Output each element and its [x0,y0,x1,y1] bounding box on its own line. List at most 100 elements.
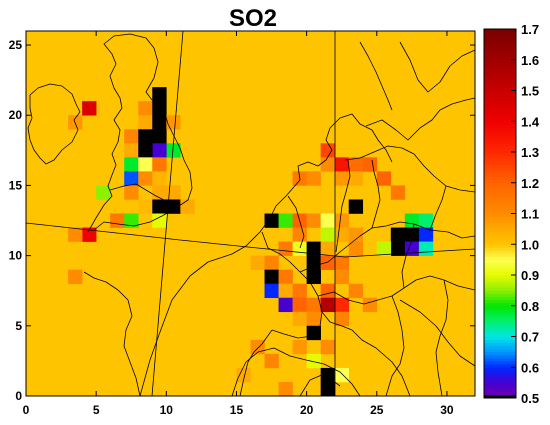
colorbar-segment [484,228,516,233]
heatmap-cell [82,227,97,242]
heatmap-cell [138,129,153,144]
heatmap-cell [306,297,321,313]
heatmap-cell [306,269,321,284]
colorbar-segment [484,321,516,325]
colorbar-segment [484,170,516,174]
heatmap-cell [320,213,335,228]
colorbar-segment [484,268,516,273]
heatmap-cell [292,311,307,327]
colorbar-segment [484,198,516,202]
map-outline [83,271,129,301]
colorbar-tick-label: 0.7 [521,330,539,345]
colorbar-segment [484,50,516,54]
colorbar-segment [484,152,516,156]
heatmap-cell [278,269,293,284]
heatmap-cell [138,157,153,172]
colorbar-segment [484,47,516,51]
colorbar-segment [484,262,516,267]
colorbar-segment [484,216,516,221]
map-outline [351,329,411,397]
heatmap-cell [250,339,265,355]
colorbar-segment [484,278,516,282]
colorbar-segment [484,250,516,254]
map-outline [321,311,353,331]
colorbar-segment [484,367,516,371]
y-tick-label: 15 [9,178,23,192]
heatmap-cell [138,115,153,130]
colorbar-segment [484,164,516,168]
colorbar-segment [484,182,516,187]
colorbar-segment [484,364,516,368]
heatmap-cell [320,157,335,172]
heatmap-cell [292,241,307,256]
colorbar-segment [484,293,516,297]
heatmap-cell [390,227,406,242]
colorbar-segment [484,56,516,61]
colorbar-segment [484,75,516,79]
heatmap-cell [320,339,335,355]
colorbar-segment [484,244,516,248]
heatmap-cell [320,297,335,313]
colorbar-segment [484,311,516,316]
colorbar-segment [484,235,516,239]
colorbar-segment [484,93,516,98]
colorbar-tick-label: 1.3 [521,145,539,160]
map-outline [93,47,193,231]
map-outline [151,30,184,397]
x-tick-label: 15 [230,403,244,417]
y-tick-label: 20 [9,108,23,122]
heatmap-cell [166,199,181,214]
colorbar-segment [484,305,516,310]
colorbar: 1.7 1.6 1.5 1.4 1.3 1.2 1.1 1.0 0.9 0.8 0.7 0.6 0.5 [483,22,540,406]
colorbar-segment [484,195,516,199]
colorbar-segment [484,361,516,365]
heatmap-cell [348,171,364,186]
plot-frame [25,30,476,397]
colorbar-segment [484,330,516,334]
map-outline [25,222,476,258]
colorbar-segment [484,287,516,291]
heatmap-cell [306,213,321,228]
colorbar-tick-label: 1.1 [521,207,539,222]
x-axis: 0 5 10 15 20 25 30 [23,31,454,417]
colorbar-segment [484,161,516,165]
colorbar-tick-label: 1.2 [521,176,539,191]
colorbar-segment [484,139,516,144]
colorbar-segment [484,115,516,119]
heatmap-cell [348,283,364,299]
colorbar-segment [484,342,516,347]
map-outline [299,221,476,273]
colorbar-segment [484,118,516,122]
heatmap-cell [390,241,406,256]
colorbar-segment [484,155,516,159]
colorbar-segment [484,136,516,141]
heatmap-cell [264,353,279,369]
colorbar-segment [484,176,516,181]
colorbar-segment [484,44,516,48]
map-outline [399,299,476,367]
y-axis: 0 5 10 15 20 25 [9,38,475,403]
colorbar-segment [484,373,516,377]
heatmap-cell [124,213,139,228]
colorbar-segment [484,345,516,350]
colorbar-segment [484,204,516,208]
x-tick-label: 10 [160,403,174,417]
colorbar-segment [484,78,516,82]
map-outline [317,275,476,305]
heatmap-cell [320,283,335,299]
heatmap-cell [110,213,125,228]
colorbar-segment [484,336,516,340]
map-outline [401,223,415,289]
colorbar-segment [484,222,516,227]
heatmap-cell [348,227,364,242]
colorbar-segment [484,207,516,211]
heatmap-cell [334,171,350,186]
heatmap-cell [180,199,195,214]
colorbar-segment [484,105,516,110]
heatmap-cell [68,269,83,284]
colorbar-segment [484,370,516,374]
heatmap-cell [278,241,293,256]
colorbar-segment [484,191,516,196]
heatmap-cell [278,283,293,299]
colorbar-segment [484,265,516,270]
